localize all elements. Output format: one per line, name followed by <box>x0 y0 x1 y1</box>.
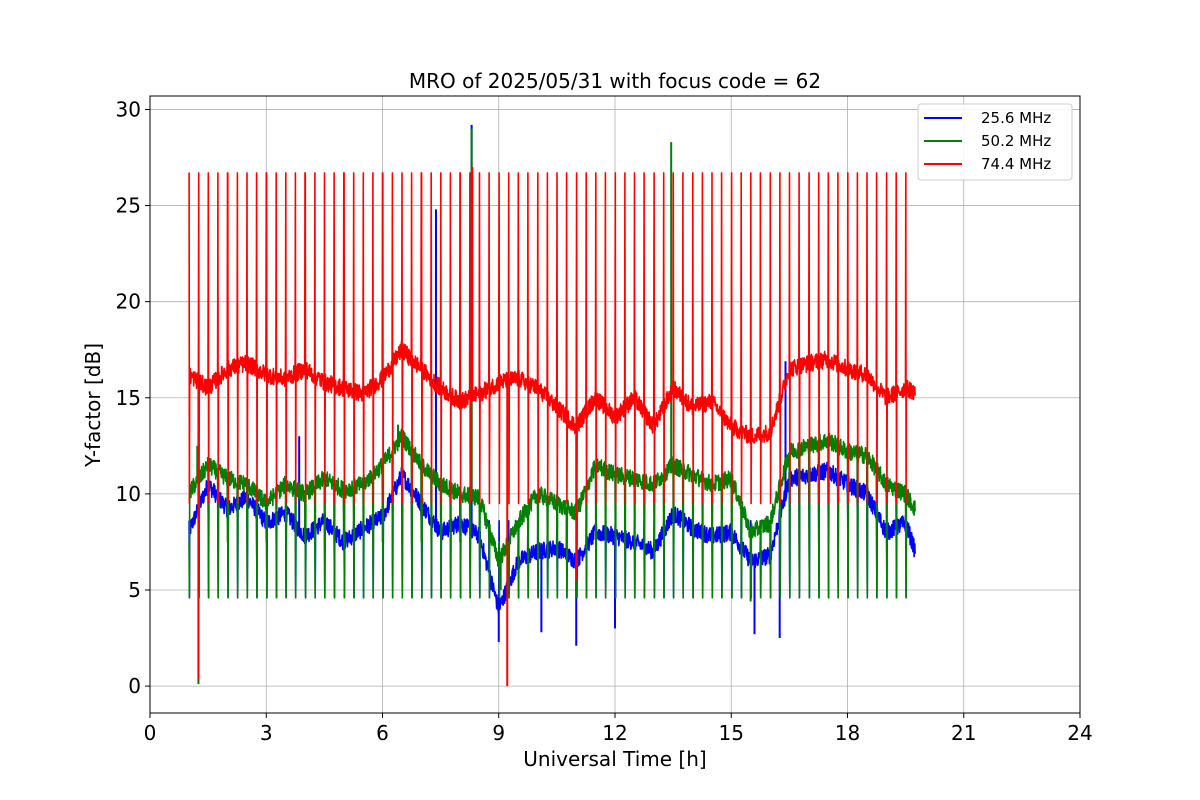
y-tick-label: 10 <box>116 482 141 506</box>
legend-label: 25.6 MHz <box>981 109 1051 127</box>
x-axis-label: Universal Time [h] <box>523 747 706 771</box>
x-tick-label: 6 <box>376 721 389 745</box>
y-tick-label: 30 <box>116 97 141 121</box>
y-tick-label: 25 <box>116 194 141 218</box>
y-axis-label: Y-factor [dB] <box>81 343 105 468</box>
x-axis: 0 3 6 9 12 15 18 21 24 <box>144 713 1093 745</box>
legend: 25.6 MHz 50.2 MHz 74.4 MHz <box>917 103 1073 181</box>
legend-label: 50.2 MHz <box>981 132 1051 150</box>
plot-series <box>188 124 916 687</box>
series-line <box>188 172 916 505</box>
x-tick-label: 0 <box>144 721 157 745</box>
x-tick-label: 15 <box>719 721 744 745</box>
series-line <box>188 461 916 614</box>
legend-label: 74.4 MHz <box>981 155 1051 173</box>
chart-title: MRO of 2025/05/31 with focus code = 62 <box>409 69 821 93</box>
series-74-4-mhz <box>188 167 916 687</box>
x-tick-label: 21 <box>951 721 976 745</box>
x-tick-label: 9 <box>492 721 505 745</box>
legend-box <box>917 103 1073 181</box>
y-tick-label: 15 <box>116 386 141 410</box>
series-line <box>188 428 916 599</box>
x-tick-label: 3 <box>260 721 273 745</box>
x-tick-label: 12 <box>602 721 627 745</box>
y-tick-label: 5 <box>128 578 141 602</box>
x-tick-label: 24 <box>1067 721 1092 745</box>
y-axis: 0 5 10 15 20 25 30 <box>116 97 150 698</box>
x-tick-label: 18 <box>835 721 860 745</box>
y-tick-label: 0 <box>128 674 141 698</box>
y-tick-label: 20 <box>116 290 141 314</box>
